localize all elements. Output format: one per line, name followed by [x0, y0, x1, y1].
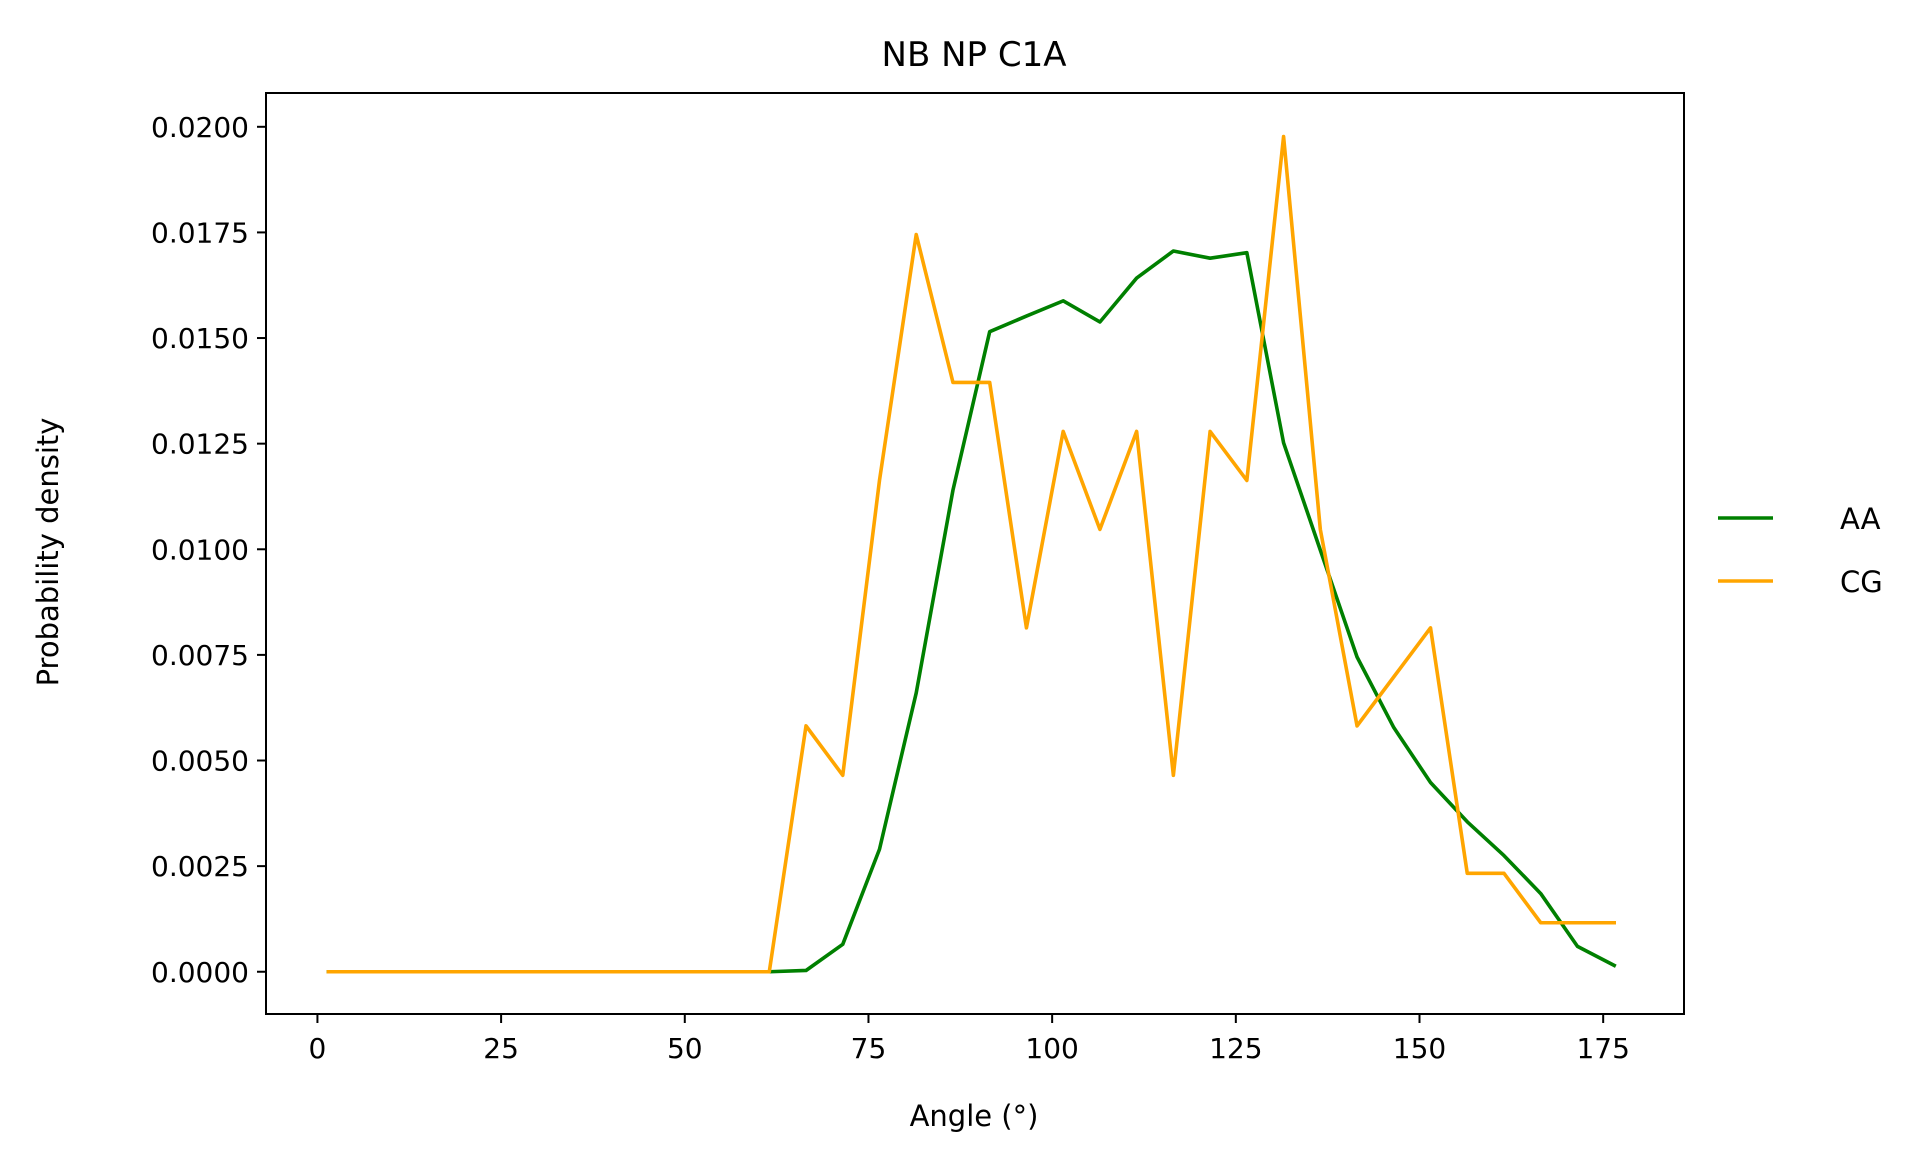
- plot-area: [265, 92, 1685, 1015]
- legend: AA CG: [1718, 502, 1883, 599]
- x-tick-label: 25: [483, 1032, 519, 1065]
- legend-label-aa: AA: [1840, 502, 1881, 536]
- x-tick-label: 100: [1025, 1032, 1078, 1065]
- x-tick-label: 0: [309, 1032, 327, 1065]
- y-tick-label: 0.0125: [151, 428, 249, 461]
- series-line-cg: [326, 134, 1616, 974]
- y-tick-label: 0.0075: [151, 639, 249, 672]
- y-tick-label: 0.0050: [151, 745, 249, 778]
- y-tick-label: 0.0200: [151, 111, 249, 144]
- y-axis-label: Probability density: [31, 418, 65, 687]
- x-tick-label: 175: [1576, 1032, 1629, 1065]
- chart-title: NB NP C1A: [882, 35, 1067, 75]
- x-tick-label: 50: [667, 1032, 703, 1065]
- x-axis-label: Angle (°): [910, 1099, 1039, 1133]
- y-tick-label: 0.0000: [151, 956, 249, 989]
- plot-frame: [265, 92, 1685, 1015]
- y-axis: 0.0000 0.0025 0.0050 0.0075 0.0100 0.0125 0.01…: [151, 111, 266, 989]
- x-axis: 0 25 50 75 100 125 150 175: [309, 1014, 1630, 1065]
- y-tick-label: 0.0150: [151, 322, 249, 355]
- y-tick-label: 0.0175: [151, 216, 249, 249]
- x-tick-label: 150: [1393, 1032, 1446, 1065]
- x-tick-label: 75: [851, 1032, 887, 1065]
- x-tick-label: 125: [1209, 1032, 1262, 1065]
- y-tick-label: 0.0100: [151, 533, 249, 566]
- legend-label-cg: CG: [1840, 565, 1883, 599]
- y-tick-label: 0.0025: [151, 850, 249, 883]
